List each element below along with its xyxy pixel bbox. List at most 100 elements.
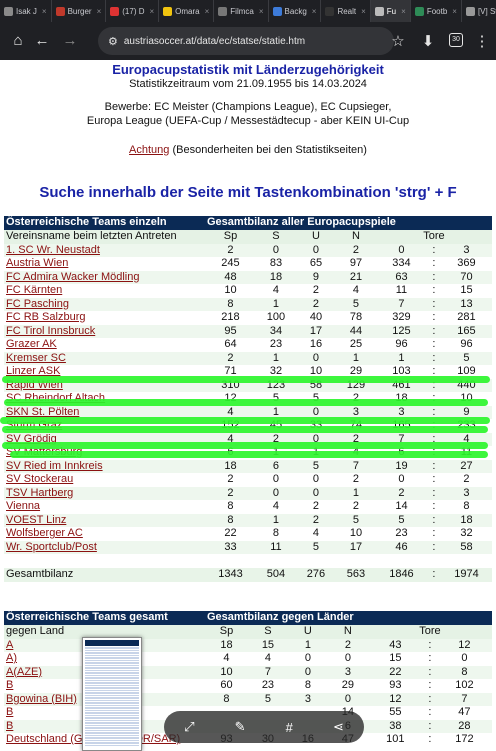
goals-separator: : (422, 638, 437, 652)
goals-separator: : (426, 486, 441, 500)
goals-separator: : (426, 257, 441, 271)
stat-cell: 7 (247, 665, 288, 679)
back-arrow-icon[interactable]: ← (34, 32, 50, 49)
team-link[interactable]: Austria Wien (4, 257, 205, 271)
url-text: austriasoccer.at/data/ec/statse/statie.h… (123, 35, 306, 47)
thumbnail-line (85, 704, 139, 706)
team-link[interactable]: Grazer AK (4, 338, 205, 352)
team-link[interactable]: Wr. Sportclub/Post (4, 540, 205, 554)
thumbnail-line (85, 667, 139, 669)
goals-for-cell: 22 (367, 665, 423, 679)
team-link[interactable]: 1. SC Wr. Neustadt (4, 243, 205, 257)
team-link[interactable]: Vienna (4, 500, 205, 514)
address-field[interactable]: ⚙ austriasoccer.at/data/ec/statse/statie… (98, 27, 394, 55)
browser-tab[interactable]: Backg × (269, 0, 322, 22)
table-row: Bgowina (BIH) 8 5 3 0 12:7 (4, 692, 492, 706)
stat-cell: 11 (255, 540, 296, 554)
team-link[interactable]: FC Pasching (4, 297, 205, 311)
team-link[interactable]: SKN St. Pölten (4, 405, 205, 419)
team-link[interactable]: Wolfsberger AC (4, 527, 205, 541)
goals-for-cell: 334 (375, 257, 427, 271)
goals-against-cell: 32 (440, 527, 492, 541)
team-link[interactable]: Linzer ASK (4, 365, 205, 379)
goals-separator: : (422, 665, 437, 679)
browser-tab[interactable]: (17) D × (106, 0, 160, 22)
close-tab-icon[interactable]: × (204, 6, 210, 16)
goals-separator: : (426, 527, 441, 541)
thumbnail-line (85, 742, 139, 744)
team-link[interactable]: FC RB Salzburg (4, 311, 205, 325)
browser-tab[interactable]: Fu × (370, 0, 411, 22)
stat-cell: 0 (327, 692, 368, 706)
browser-tab[interactable]: Realt × (321, 0, 371, 22)
table-row: A 18 15 1 2 43:12 (4, 638, 492, 652)
close-tab-icon[interactable]: × (361, 6, 366, 16)
close-tab-icon[interactable]: × (401, 6, 406, 16)
site-info-icon[interactable]: ⚙ (108, 35, 118, 48)
close-tab-icon[interactable]: × (452, 6, 457, 16)
thumbnail-line (85, 722, 139, 724)
team-link[interactable]: VOEST Linz (4, 513, 205, 527)
stat-cell: 4 (335, 284, 376, 298)
browser-tab[interactable]: Omara × (159, 0, 215, 22)
team-link[interactable]: Kremser SC (4, 351, 205, 365)
team-link[interactable]: FC Kärnten (4, 284, 205, 298)
browser-tab[interactable]: Filmca × (214, 0, 269, 22)
close-tab-icon[interactable]: × (41, 6, 47, 16)
stat-cell: 4 (255, 500, 296, 514)
thumbnail-line (85, 679, 139, 681)
goals-against-cell: 109 (440, 365, 492, 379)
download-icon[interactable]: ⬇ (421, 33, 435, 50)
team-link[interactable]: SV Stockerau (4, 473, 205, 487)
close-tab-icon[interactable]: × (149, 6, 155, 16)
screenshot-crop-icon[interactable]: ⤢ (184, 719, 195, 734)
tab-title: (17) D (122, 6, 145, 16)
total-cell: 1343 (205, 568, 256, 582)
close-tab-icon[interactable]: × (96, 6, 102, 16)
goals-separator: : (426, 405, 441, 419)
goals-against-cell: 58 (440, 540, 492, 554)
thumbnail-line (85, 662, 139, 664)
forward-arrow-icon[interactable]: → (62, 32, 78, 49)
stat-cell: 34 (255, 324, 296, 338)
stat-cell: 2 (335, 243, 376, 257)
goals-for-cell: 63 (375, 270, 427, 284)
stat-cell: 8 (205, 500, 256, 514)
total-cell: 1846 (375, 568, 427, 582)
browser-tab[interactable]: [V] St× (462, 0, 496, 22)
stat-cell: 2 (295, 513, 336, 527)
goals-separator: : (426, 243, 441, 257)
browser-tab[interactable]: Burger × (52, 0, 107, 22)
close-tab-icon[interactable]: × (258, 6, 264, 16)
stat-cell: 245 (205, 257, 256, 271)
tab-favicon-icon (272, 6, 282, 16)
browser-tab[interactable]: Isak J × (0, 0, 52, 22)
goals-separator: : (426, 324, 441, 338)
edit-icon[interactable]: ✎ (234, 719, 246, 734)
achtung-link[interactable]: Achtung (129, 144, 170, 156)
more-vert-icon[interactable]: ⋮ (474, 33, 490, 50)
goals-for-cell: 11 (375, 284, 427, 298)
star-icon[interactable]: ☆ (391, 33, 405, 50)
goals-for-cell: 43 (367, 638, 423, 652)
browser-tab[interactable]: Footb × (411, 0, 462, 22)
team-link[interactable]: FC Tirol Innsbruck (4, 324, 205, 338)
close-tab-icon[interactable]: × (311, 6, 317, 16)
screenshot-preview-thumbnail[interactable] (82, 637, 142, 751)
stat-cell: 2 (327, 638, 368, 652)
stat-cell: 0 (255, 486, 296, 500)
team-link[interactable]: FC Admira Wacker Mödling (4, 270, 205, 284)
team-link[interactable]: SV Ried im Innkreis (4, 459, 205, 473)
thumbnail-line (85, 654, 139, 656)
share-icon[interactable]: ⋖ (332, 719, 344, 734)
screenshot-toolbar: ⤢ ✎ # ⋖ (164, 711, 364, 743)
goals-for-cell: 15 (367, 652, 423, 666)
goals-against-cell: 172 (436, 733, 492, 747)
stat-cell: 0 (255, 243, 296, 257)
hashtag-icon[interactable]: # (285, 719, 293, 735)
team-link[interactable]: TSV Hartberg (4, 486, 205, 500)
table-row: FC Admira Wacker Mödling 48 18 9 21 63:70 (4, 270, 492, 284)
tab-switcher-button[interactable]: 30 (449, 33, 463, 47)
goals-for-cell: 14 (375, 500, 427, 514)
home-icon[interactable]: ⌂ (13, 32, 23, 49)
